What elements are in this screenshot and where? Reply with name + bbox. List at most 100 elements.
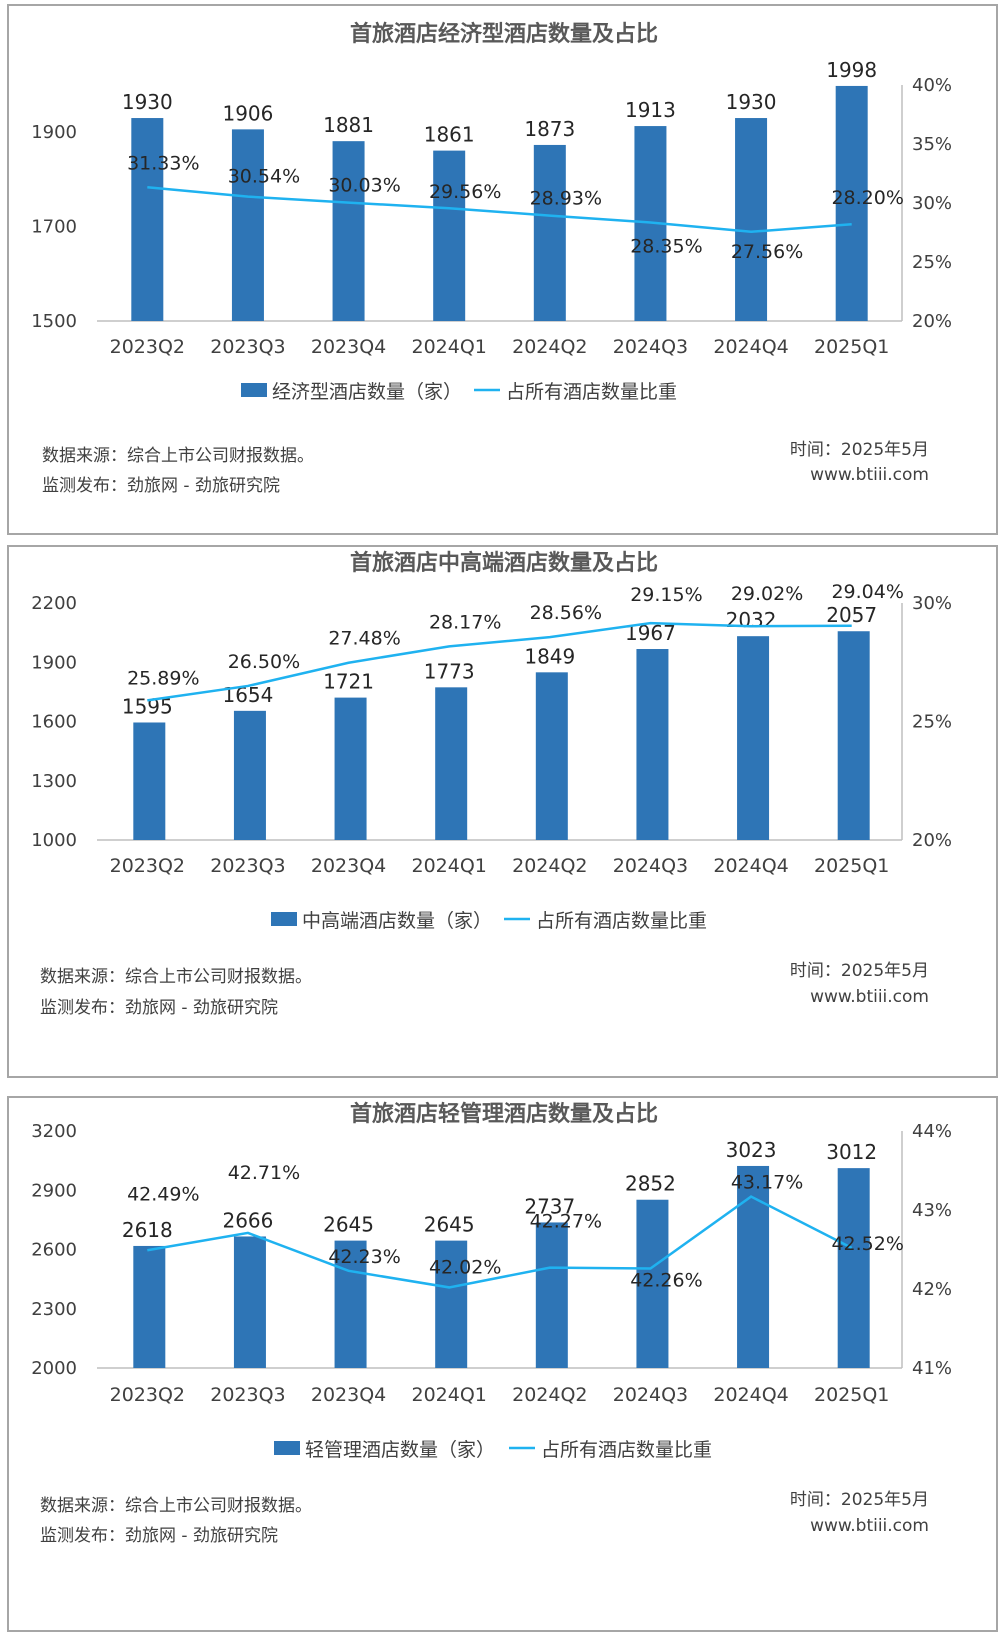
chart-title: 首旅酒店轻管理酒店数量及占比 [350,1101,658,1127]
x-category-label: 2023Q4 [311,855,386,877]
x-category-label: 2024Q2 [512,1384,587,1406]
bar-value-label: 2666 [222,1208,273,1232]
bar-value-label: 2032 [726,608,777,632]
y-left-tick-label: 2000 [31,1358,77,1379]
publisher-note: 监测发布：劲旅网 - 劲旅研究院 [40,1526,278,1546]
legend: 中高端酒店数量（家） 占所有酒店数量比重 [271,910,707,932]
y-left-tick-label: 1700 [31,217,77,238]
bar-value-label: 2057 [826,603,877,627]
bar [233,1236,266,1368]
y-right-tick-label: 30% [912,593,952,614]
x-category-label: 2024Q1 [411,336,486,358]
share-value-label: 26.50% [228,651,300,673]
share-value-label: 27.56% [731,241,803,263]
share-line [147,186,852,234]
chart-panel-midhigh: 首旅酒店中高端酒店数量及占比 1000 1300 1600 1900 2200 20% 25… [7,545,998,1078]
legend-bar-swatch [271,912,297,926]
share-value-label: 30.03% [328,175,400,197]
share-value-label: 43.17% [731,1172,803,1194]
x-category-label: 2023Q2 [110,336,185,358]
site-url[interactable]: www.btiii.com [810,465,929,485]
x-category-label: 2024Q3 [613,1384,688,1406]
legend-bar-swatch [241,383,267,397]
chart-panel-light: 首旅酒店轻管理酒店数量及占比 2000 2300 2600 2900 3200 41% 42… [7,1096,998,1632]
bar [735,118,768,321]
bar-value-label: 1913 [625,98,676,122]
bar-value-label: 1773 [424,659,475,683]
bar [133,722,166,840]
y-left-tick-label: 3200 [31,1121,77,1142]
bar-value-label: 1930 [122,90,173,114]
legend-line-label: 占所有酒店数量比重 [541,1439,712,1461]
x-category-label: 2024Q3 [613,855,688,877]
legend-bar-label: 中高端酒店数量（家） [302,910,492,932]
bar-value-label: 3023 [726,1138,777,1162]
bar [837,1168,870,1368]
bar-value-label: 2645 [323,1213,374,1237]
bar-value-label: 2852 [625,1172,676,1196]
y-right-tick-label: 40% [912,75,952,96]
share-value-label: 29.04% [831,581,903,603]
y-left-tick-label: 1000 [31,830,77,851]
y-right-tick-label: 25% [912,252,952,273]
legend-bar-label: 经济型酒店数量（家） [272,381,462,403]
site-url[interactable]: www.btiii.com [810,1516,929,1536]
bar [737,636,770,840]
y-right-tick-label: 43% [912,1200,952,1221]
bar-value-label: 1906 [222,101,273,125]
x-category-label: 2024Q3 [613,336,688,358]
x-category-label: 2023Q4 [311,1384,386,1406]
publisher-note: 监测发布：劲旅网 - 劲旅研究院 [42,476,280,496]
x-category-label: 2024Q4 [713,855,788,877]
x-category-label: 2024Q1 [411,1384,486,1406]
x-category-label: 2023Q3 [210,855,285,877]
share-value-label: 25.89% [127,667,199,689]
bar-value-label: 2645 [424,1213,475,1237]
legend-line-label: 占所有酒店数量比重 [536,910,707,932]
bar [535,672,568,840]
y-right-tick-label: 35% [912,134,952,155]
source-note: 数据来源：综合上市公司财报数据。 [42,446,314,466]
share-value-label: 29.56% [429,181,501,203]
bar [435,687,468,840]
bar-value-label: 1721 [323,670,374,694]
share-value-label: 28.56% [530,602,602,624]
legend: 轻管理酒店数量（家） 占所有酒店数量比重 [274,1439,712,1461]
date-note: 时间：2025年5月 [790,961,929,981]
site-url[interactable]: www.btiii.com [810,987,929,1007]
bar [837,631,870,840]
bar [131,118,164,321]
bar [535,1222,568,1368]
bar [334,697,367,840]
share-line [147,1195,853,1289]
bar [737,1165,770,1368]
y-right-tick-label: 20% [912,830,952,851]
bar-value-label: 1881 [323,113,374,137]
bar-value-label: 2618 [122,1218,173,1242]
y-left-tick-label: 2200 [31,593,77,614]
chart-light: 首旅酒店轻管理酒店数量及占比 2000 2300 2600 2900 3200 41% 42… [31,1101,952,1546]
share-value-label: 27.48% [328,628,400,650]
bar-value-label: 3012 [826,1140,877,1164]
legend-bar-label: 轻管理酒店数量（家） [305,1439,495,1461]
date-note: 时间：2025年5月 [790,1490,929,1510]
bar-value-label: 1861 [424,123,475,147]
share-value-label: 30.54% [228,166,300,188]
chart-economy: 首旅酒店经济型酒店数量及占比 1500 1700 1900 20% 25% 30% 35% 4… [31,21,952,496]
legend: 经济型酒店数量（家） 占所有酒店数量比重 [241,381,677,403]
bar-value-label: 1873 [524,117,575,141]
publisher-note: 监测发布：劲旅网 - 劲旅研究院 [40,998,278,1018]
chart-title: 首旅酒店经济型酒店数量及占比 [350,21,658,47]
bar [636,1199,669,1368]
y-left-tick-label: 1600 [31,712,77,733]
x-category-label: 2024Q2 [512,855,587,877]
share-value-label: 42.26% [630,1269,702,1291]
share-value-label: 42.71% [228,1162,300,1184]
y-right-tick-label: 44% [912,1121,952,1142]
x-category-label: 2024Q4 [713,1384,788,1406]
y-left-tick-label: 1900 [31,652,77,673]
share-value-label: 42.52% [831,1233,903,1255]
share-value-label: 28.93% [530,188,602,210]
bar [533,144,566,321]
bar [334,1240,367,1368]
